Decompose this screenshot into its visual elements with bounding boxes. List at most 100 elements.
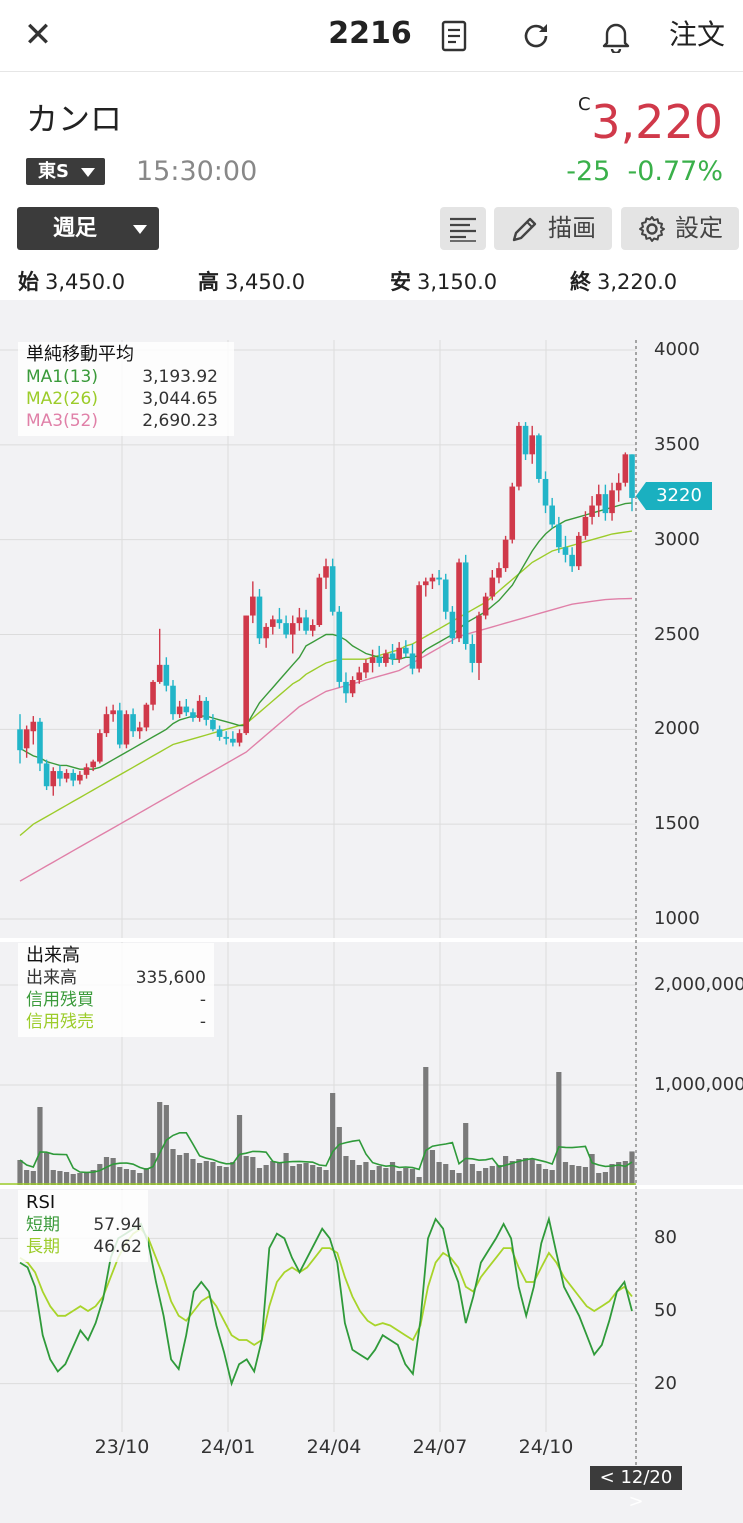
document-icon[interactable] [434,16,474,56]
candle-body [83,767,90,775]
volume-bar [190,1159,196,1185]
volume-bar [83,1172,90,1185]
candle-body [250,596,256,616]
candle-body [296,617,303,624]
indicator-list-button[interactable] [440,207,486,250]
candle [210,714,216,732]
candle-body [422,581,429,586]
rsi-legend[interactable]: RSI 短期 57.94 長期 46.62 [18,1190,148,1262]
volume-bar [562,1162,569,1185]
volume-bars [0,1067,636,1185]
volume-bar [469,1164,475,1185]
list-lines-icon [450,217,476,242]
candle-body [163,664,170,686]
stock-code: 2216 [328,16,412,51]
candle-body [210,719,216,730]
candle [429,573,436,589]
order-button[interactable]: 注文 [668,18,725,51]
current-price: 3,220 [591,95,723,149]
settings-label: 設定 [675,214,723,242]
candle [336,606,343,688]
close-button[interactable]: ✕ [23,15,53,55]
sma-legend-row: MA3(52) 2,690.23 [26,410,228,432]
candle-body [136,727,143,732]
ma2-line [19,530,633,837]
candle-body [170,685,176,715]
volume-bar [363,1162,369,1185]
candle-body [183,706,190,713]
candle-body [403,647,409,654]
candle [103,706,110,737]
candle [476,611,482,681]
candle [383,649,389,667]
ma-lines [19,502,633,882]
volume-bar [103,1157,110,1185]
candle [116,702,123,749]
volume-legend-row: 出来高 335,600 [26,967,208,989]
candle [589,496,595,525]
candle-body [63,772,70,779]
candle-body [549,505,555,525]
bell-icon[interactable] [596,16,636,56]
candle-body [622,454,629,483]
candle [163,657,170,692]
volume-bar [436,1162,442,1185]
volume-bar [529,1159,535,1185]
candle [349,676,356,698]
draw-button[interactable]: 描画 [494,207,612,250]
candle-body [476,615,482,663]
candle-body [509,486,516,540]
volume-legend[interactable]: 出来高 出来高 335,600 信用残買 - 信用残売 - [18,943,214,1037]
volume-bar [429,1150,436,1185]
legend-value: 57.94 [93,1215,142,1235]
volume-bar [63,1172,70,1185]
candle [602,484,609,521]
candle-body [442,579,449,612]
candle-body [223,736,230,739]
candle-body [569,554,575,567]
candle [190,708,196,722]
candle-body [356,672,363,681]
candle [549,497,555,529]
candle-body [77,774,83,781]
candle-body [409,653,416,669]
candle-body [556,524,562,548]
volume-bar [250,1157,256,1185]
volume-bar [423,1067,429,1185]
sma-legend[interactable]: 単純移動平均 MA1(13) 3,193.92 MA2(26) 3,044.65 MA3… [18,342,234,436]
candle-body [349,680,356,694]
settings-button[interactable]: 設定 [621,207,739,250]
candle-body [542,478,549,506]
candle [469,634,476,673]
candle-body [436,577,442,580]
volume-bar [456,1173,462,1185]
candle-body [110,710,116,715]
candle [63,769,70,783]
refresh-icon[interactable] [516,16,556,56]
candle-body [383,653,389,663]
candle-body [536,435,542,479]
volume-bar [137,1173,143,1185]
candle-body [336,611,343,682]
candle-body [43,763,50,787]
period-selector[interactable]: 週足 [17,207,159,250]
candle [575,532,582,571]
candle [70,769,77,787]
crosshair-date-tag[interactable]: < 12/20 > [590,1466,682,1512]
market-selector[interactable]: 東S [26,158,105,185]
candle-body [589,505,595,517]
candle [376,645,383,667]
chart-area[interactable] [0,300,743,1523]
candle-body [156,664,163,682]
x-axis-label: 24/10 [518,1436,574,1458]
candle [183,698,190,717]
legend-label: 信用残売 [26,1012,94,1032]
candle [396,642,402,663]
candle [97,729,103,764]
candle-body [116,710,123,745]
change-value: -25 [566,156,611,187]
candle-body [429,577,436,582]
candle [529,425,536,464]
volume-bar [476,1171,482,1185]
